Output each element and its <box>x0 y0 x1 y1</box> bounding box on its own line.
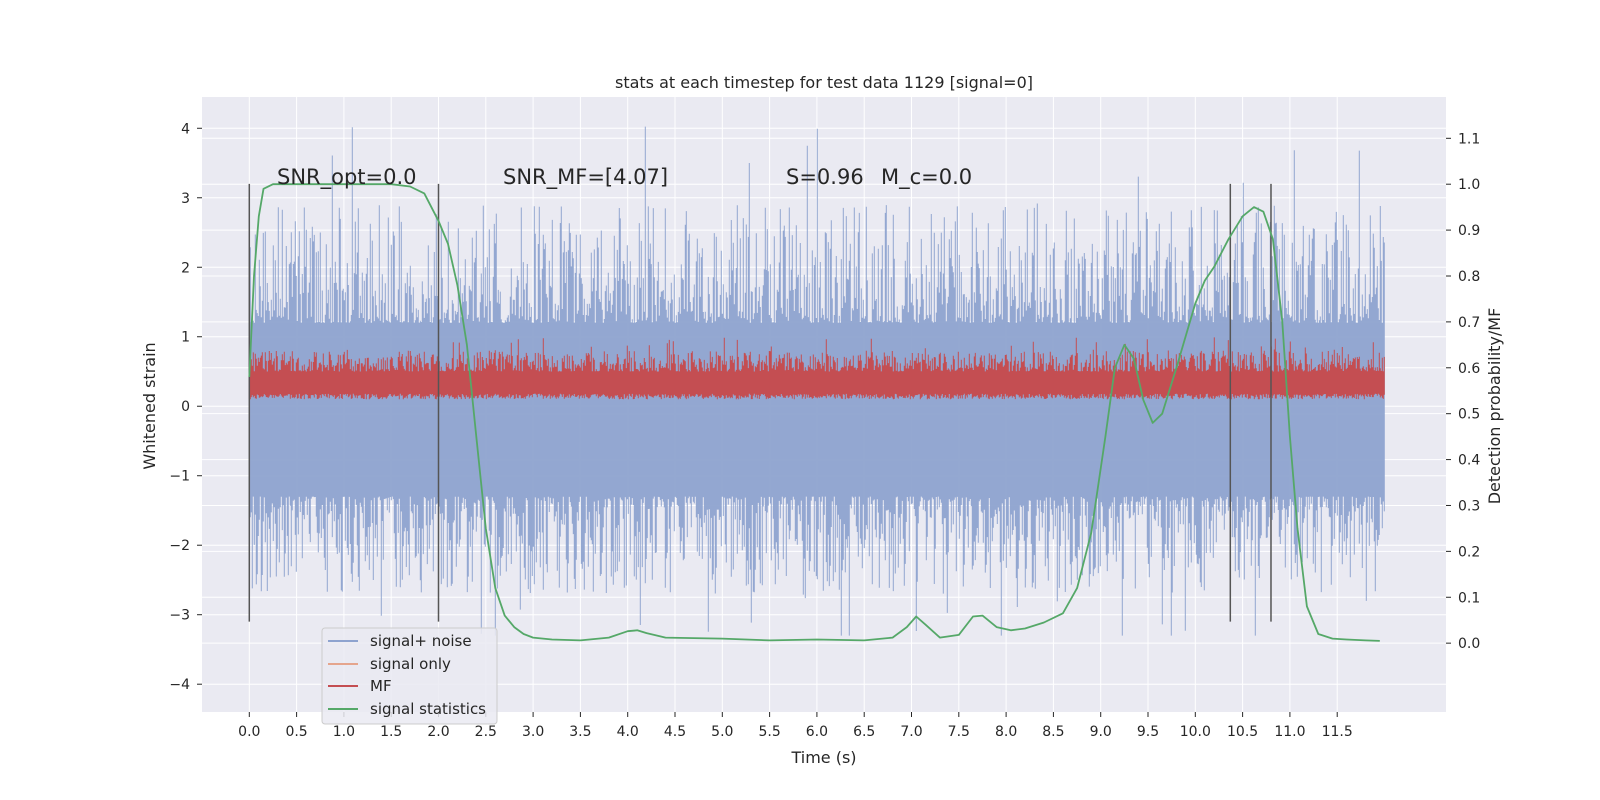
legend: signal+ noise signal only MF signal stat… <box>321 627 498 725</box>
legend-label-signal-noise: signal+ noise <box>370 632 472 650</box>
y-tick-label: 3 <box>181 191 190 207</box>
x-tick-label: 10.0 <box>1180 724 1211 740</box>
y-right-tick-label: 1.0 <box>1458 177 1480 193</box>
y-right-tick-label: 0.8 <box>1458 269 1480 285</box>
y-axis-label: Whitened strain <box>140 342 159 469</box>
y-tick-label: −3 <box>169 608 190 624</box>
x-tick-label: 2.5 <box>475 724 497 740</box>
legend-label-mf: MF <box>370 677 392 695</box>
y-tick-label: −4 <box>169 677 190 693</box>
y-right-tick-label: 0.6 <box>1458 361 1480 377</box>
y-right-tick-label: 0.0 <box>1458 636 1480 652</box>
y-right-tick-label: 0.4 <box>1458 453 1480 469</box>
x-tick-label: 10.5 <box>1227 724 1258 740</box>
x-tick-label: 8.5 <box>1042 724 1064 740</box>
x-tick-label: 0.0 <box>238 724 260 740</box>
x-tick-label: 1.0 <box>333 724 355 740</box>
legend-box <box>321 627 498 725</box>
x-tick-label: 5.5 <box>758 724 780 740</box>
x-axis-label: Time (s) <box>790 748 856 767</box>
y-tick-label: 1 <box>181 330 190 346</box>
vertical-markers <box>248 183 1272 622</box>
y-tick-label: −2 <box>169 538 190 554</box>
x-tick-label: 4.5 <box>664 724 686 740</box>
legend-label-signal-statistics: signal statistics <box>370 700 486 718</box>
y-right-tick-label: 0.9 <box>1458 223 1480 239</box>
y-right-tick-label: 0.2 <box>1458 544 1480 560</box>
signal-statistics-series <box>248 183 1380 642</box>
x-tick-label: 3.5 <box>569 724 591 740</box>
signal-statistics-line <box>248 183 1380 642</box>
y-right-tick-label: 1.1 <box>1458 131 1480 147</box>
y-tick-label: 0 <box>181 399 190 415</box>
y-right-tick-label: 0.5 <box>1458 407 1480 423</box>
x-tick-label: 7.0 <box>900 724 922 740</box>
y-tick-label: 2 <box>181 260 190 276</box>
x-tick-label: 3.0 <box>522 724 544 740</box>
x-tick-label: 5.0 <box>711 724 733 740</box>
annotation-mc: M_c=0.0 <box>881 165 972 190</box>
x-tick-label: 8.0 <box>995 724 1017 740</box>
x-tick-label: 9.5 <box>1137 724 1159 740</box>
annotation-s: S=0.96 <box>786 165 864 189</box>
x-tick-label: 4.0 <box>617 724 639 740</box>
x-tick-label: 1.5 <box>380 724 402 740</box>
x-tick-label: 6.5 <box>853 724 875 740</box>
x-tick-label: 11.5 <box>1322 724 1353 740</box>
y-tick-label: −1 <box>169 469 190 485</box>
x-tick-label: 9.0 <box>1090 724 1112 740</box>
x-tick-label: 0.5 <box>285 724 307 740</box>
tick-labels: 0.0 0.5 1.0 1.5 2.0 2.5 3.0 3.5 4.0 4.5 5.0 5.5 6.0 6… <box>169 121 1480 740</box>
y-right-tick-label: 0.1 <box>1458 590 1480 606</box>
y-right-axis-label: Detection probability/MF <box>1485 308 1504 505</box>
x-tick-label: 2.0 <box>427 724 449 740</box>
x-tick-label: 6.0 <box>806 724 828 740</box>
chart-title: stats at each timestep for test data 112… <box>615 73 1033 92</box>
annotation-snr-opt: SNR_opt=0.0 <box>277 165 417 190</box>
y-right-tick-label: 0.3 <box>1458 498 1480 514</box>
y-tick-label: 4 <box>181 121 190 137</box>
legend-label-signal-only: signal only <box>370 655 451 673</box>
x-tick-label: 11.0 <box>1274 724 1305 740</box>
annotation-snr-mf: SNR_MF=[4.07] <box>503 165 668 190</box>
x-tick-label: 7.5 <box>948 724 970 740</box>
y-right-tick-label: 0.7 <box>1458 315 1480 331</box>
